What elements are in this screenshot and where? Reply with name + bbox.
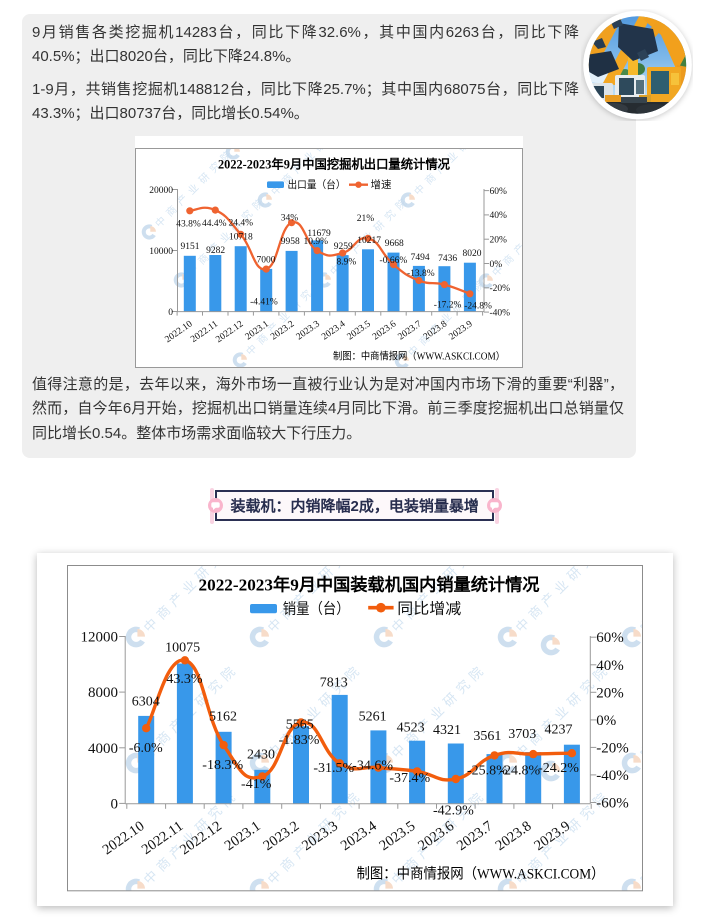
svg-text:7436: 7436 (438, 254, 457, 264)
svg-text:研: 研 (564, 564, 584, 584)
svg-text:-41%: -41% (241, 777, 272, 792)
svg-text:同比增减: 同比增减 (397, 601, 461, 618)
svg-text:中: 中 (637, 867, 657, 887)
svg-text:-25.8%: -25.8% (467, 764, 508, 779)
svg-text:增速: 增速 (371, 178, 392, 191)
svg-text:7000: 7000 (257, 255, 276, 265)
svg-text:产: 产 (511, 241, 523, 257)
svg-text:3561: 3561 (473, 729, 501, 744)
svg-text:10718: 10718 (229, 233, 253, 243)
svg-text:究: 究 (577, 553, 597, 571)
svg-text:0%: 0% (490, 260, 503, 270)
svg-text:5565: 5565 (286, 717, 314, 732)
svg-text:-1.83%: -1.83% (279, 733, 320, 748)
svg-text:4321: 4321 (433, 723, 461, 738)
svg-text:10075: 10075 (165, 641, 200, 656)
svg-text:-24.8%: -24.8% (464, 302, 492, 312)
svg-text:究: 究 (329, 553, 349, 571)
svg-text:2022-2023年9月中国挖掘机出口量统计情况: 2022-2023年9月中国挖掘机出口量统计情况 (218, 157, 451, 172)
svg-text:43.8%: 43.8% (176, 219, 201, 229)
svg-text:-42.9%: -42.9% (433, 804, 474, 819)
svg-text:10217: 10217 (357, 236, 381, 246)
svg-text:-0.66%: -0.66% (380, 256, 408, 266)
svg-text:究: 究 (205, 553, 225, 571)
svg-text:0: 0 (111, 796, 119, 812)
svg-text:6304: 6304 (132, 694, 160, 709)
svg-text:2430: 2430 (247, 747, 275, 762)
svg-text:10000: 10000 (149, 247, 173, 257)
svg-text:制图：中商情报网（WWW.ASKCI.COM）: 制图：中商情报网（WWW.ASKCI.COM） (333, 349, 505, 362)
svg-text:40%: 40% (490, 211, 508, 221)
svg-text:-18.3%: -18.3% (202, 758, 243, 773)
svg-text:44.4%: 44.4% (202, 219, 227, 229)
svg-text:9668: 9668 (385, 239, 404, 249)
svg-text:-24.2%: -24.2% (538, 761, 579, 776)
svg-text:研: 研 (456, 139, 472, 155)
svg-text:4237: 4237 (545, 722, 573, 737)
svg-text:-24.8%: -24.8% (499, 764, 540, 779)
svg-text:9259: 9259 (334, 242, 353, 252)
svg-text:43.3%: 43.3% (166, 672, 203, 687)
svg-text:-37.4%: -37.4% (389, 771, 430, 786)
svg-text:-20%: -20% (490, 284, 511, 294)
svg-text:-20%: -20% (596, 740, 629, 756)
svg-text:3703: 3703 (508, 727, 536, 742)
svg-text:中: 中 (236, 136, 252, 150)
svg-text:12000: 12000 (81, 630, 119, 646)
svg-text:0: 0 (168, 308, 173, 318)
svg-text:中: 中 (637, 615, 657, 635)
svg-text:-60%: -60% (596, 796, 629, 812)
svg-text:究: 究 (453, 553, 473, 571)
svg-text:4000: 4000 (88, 741, 118, 757)
svg-text:-40%: -40% (596, 768, 629, 784)
svg-text:7494: 7494 (411, 253, 430, 263)
svg-text:-4.41%: -4.41% (250, 297, 278, 307)
svg-text:5162: 5162 (209, 709, 237, 724)
svg-text:2022-2023年9月中国装载机国内销量统计情况: 2022-2023年9月中国装载机国内销量统计情况 (199, 575, 540, 595)
svg-text:34%: 34% (281, 214, 299, 224)
svg-text:11679: 11679 (307, 229, 331, 239)
svg-text:20%: 20% (490, 236, 508, 246)
svg-text:20000: 20000 (149, 186, 173, 196)
svg-text:-17.2%: -17.2% (434, 301, 462, 311)
svg-text:7813: 7813 (320, 675, 348, 690)
svg-text:-34.6%: -34.6% (352, 759, 393, 774)
svg-text:9958: 9958 (281, 237, 300, 247)
svg-text:8000: 8000 (88, 685, 118, 701)
svg-text:销量（台）: 销量（台） (283, 601, 350, 618)
svg-text:60%: 60% (490, 187, 508, 197)
svg-text:制图：中商情报网（WWW.ASKCI.COM）: 制图：中商情报网（WWW.ASKCI.COM） (357, 866, 605, 883)
svg-text:60%: 60% (596, 630, 624, 646)
svg-text:4523: 4523 (397, 721, 425, 736)
svg-text:研: 研 (313, 139, 329, 155)
svg-text:5261: 5261 (359, 709, 387, 724)
svg-text:21%: 21% (357, 214, 375, 224)
svg-text:-6.0%: -6.0% (129, 741, 163, 756)
svg-text:-40%: -40% (490, 308, 511, 318)
svg-text:出口量（台）: 出口量（台） (288, 178, 346, 191)
svg-text:-31.5%: -31.5% (313, 761, 354, 776)
svg-text:9282: 9282 (206, 246, 225, 256)
svg-text:20%: 20% (596, 685, 624, 701)
svg-text:40%: 40% (596, 658, 624, 674)
svg-text:24.4%: 24.4% (229, 219, 254, 229)
svg-text:中: 中 (637, 741, 657, 761)
svg-text:研: 研 (440, 564, 460, 584)
svg-text:研: 研 (192, 564, 212, 584)
svg-text:研: 研 (316, 564, 336, 584)
svg-text:8020: 8020 (463, 249, 482, 259)
svg-text:-13.8%: -13.8% (407, 269, 435, 279)
svg-text:0%: 0% (596, 713, 616, 729)
svg-text:10.9%: 10.9% (304, 237, 329, 247)
svg-text:9151: 9151 (181, 242, 200, 252)
svg-text:8.9%: 8.9% (337, 258, 357, 268)
